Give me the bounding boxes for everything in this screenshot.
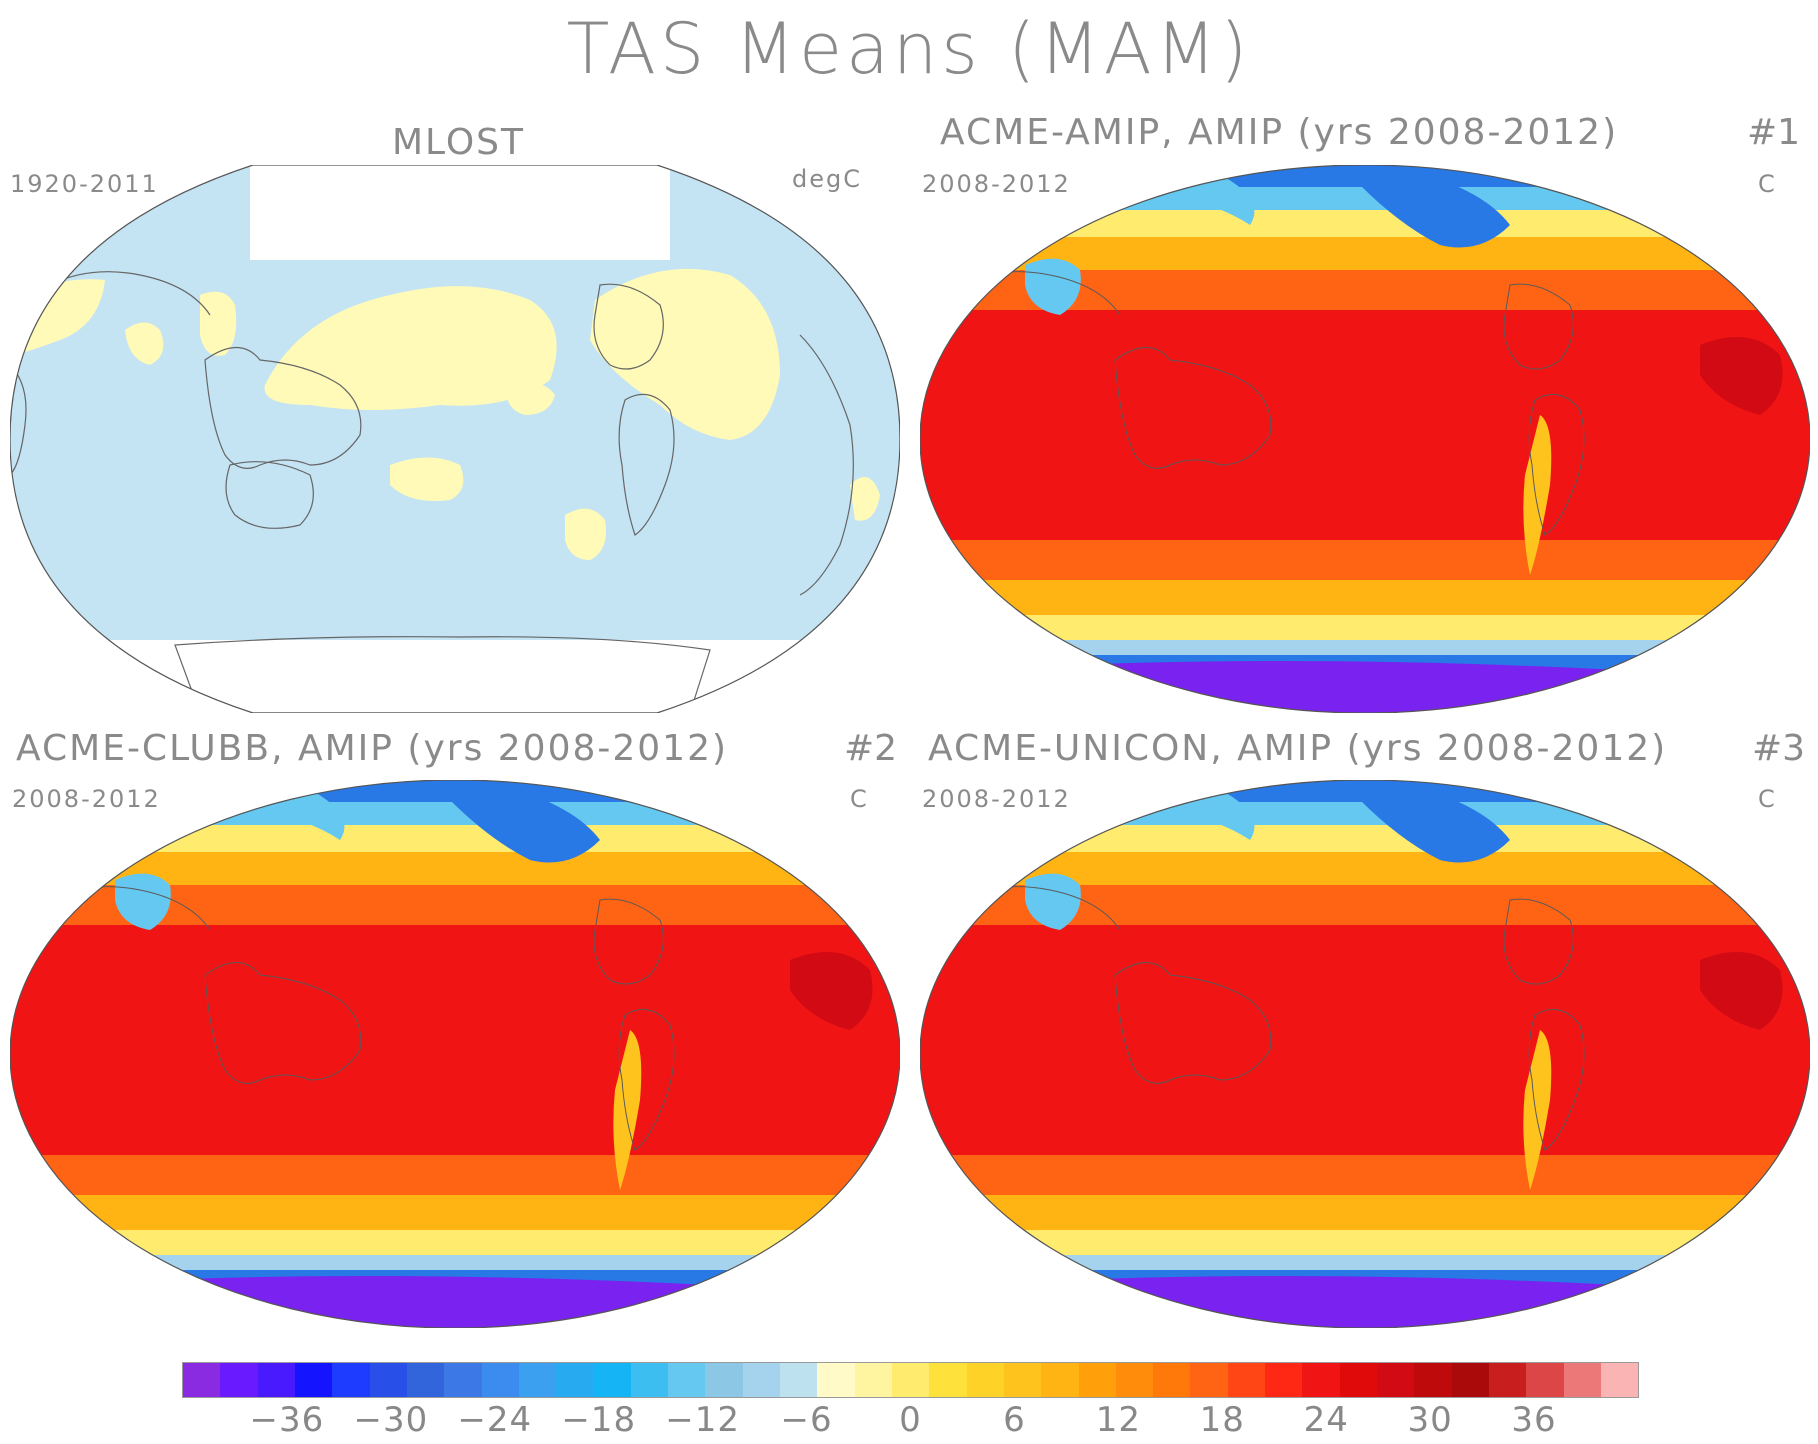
colorbar-swatch [854, 1363, 892, 1397]
colorbar-tick-label: −12 [665, 1400, 741, 1440]
colorbar-swatch [481, 1363, 519, 1397]
panel-left-label-acme-amip: 2008-2012 [922, 170, 1071, 198]
colorbar-swatch [593, 1363, 631, 1397]
map-outline-mlost [10, 165, 900, 713]
colorbar-tick-label: 18 [1199, 1400, 1245, 1440]
colorbar [182, 1362, 1639, 1398]
colorbar-swatch [1563, 1363, 1601, 1397]
mlost-positive-anomaly [125, 322, 164, 365]
colorbar-swatch [891, 1363, 930, 1397]
colorbar-swatch [929, 1363, 967, 1397]
panel-right-label-mlost: degC [792, 165, 862, 193]
colorbar-swatch [1302, 1363, 1340, 1397]
colorbar-swatch [1265, 1363, 1303, 1397]
colorbar-swatch [1153, 1363, 1191, 1397]
colorbar-tick-label: −6 [780, 1400, 833, 1440]
colorbar-swatch [1377, 1363, 1415, 1397]
colorbar-tick-label: −30 [353, 1400, 429, 1440]
colorbar-swatch [1227, 1363, 1266, 1397]
mlost-positive-anomaly [264, 286, 557, 410]
colorbar-swatch [294, 1363, 333, 1397]
panel-title-mlost: MLOST [392, 122, 526, 163]
mlost-positive-anomaly [390, 457, 464, 501]
colorbar-tick-label: 0 [899, 1400, 922, 1440]
colorbar-swatch [966, 1363, 1004, 1397]
colorbar-swatch [257, 1363, 295, 1397]
panel-title-acme-clubb: ACME-CLUBB, AMIP (yrs 2008-2012) [16, 728, 729, 769]
colorbar-tick-label: −36 [249, 1400, 325, 1440]
mlost-positive-anomaly [590, 268, 780, 440]
colorbar-swatch [406, 1363, 445, 1397]
mlost-positive-anomaly [505, 381, 555, 415]
panel-number-acme-amip: #1 [1747, 112, 1801, 153]
colorbar-tick-label: −24 [457, 1400, 533, 1440]
colorbar-swatch [1488, 1363, 1527, 1397]
panel-number-acme-unicon: #3 [1752, 728, 1806, 769]
colorbar-swatch [1190, 1363, 1228, 1397]
colorbar-tick-label: 30 [1407, 1400, 1453, 1440]
colorbar-swatch [1451, 1363, 1489, 1397]
colorbar-swatch [1414, 1363, 1452, 1397]
colorbar-swatch [220, 1363, 258, 1397]
colorbar-swatch [630, 1363, 669, 1397]
colorbar-swatch [556, 1363, 594, 1397]
panel-left-label-acme-unicon: 2008-2012 [922, 785, 1071, 813]
mlost-missing-antarctic [10, 640, 900, 713]
map-mlost [10, 165, 900, 713]
panel-right-label-acme-amip: C [1758, 170, 1777, 198]
colorbar-swatch [1003, 1363, 1042, 1397]
figure-title: TAS Means (MAM) [566, 8, 1252, 90]
colorbar-swatch [1600, 1363, 1639, 1397]
coastlines-mlost [10, 271, 854, 713]
colorbar-swatch [1115, 1363, 1154, 1397]
panel-right-label-acme-unicon: C [1758, 785, 1777, 813]
colorbar-swatch [444, 1363, 482, 1397]
colorbar-swatch [1041, 1363, 1079, 1397]
map-acme-clubb [10, 780, 900, 1328]
mlost-missing-north [250, 165, 670, 260]
colorbar-swatch [369, 1363, 407, 1397]
map-acme-unicon [920, 780, 1810, 1328]
colorbar-tick-label: 12 [1095, 1400, 1141, 1440]
colorbar-tick-label: −18 [561, 1400, 637, 1440]
colorbar-tick-label: 24 [1303, 1400, 1349, 1440]
colorbar-swatch [1078, 1363, 1116, 1397]
panel-left-label-mlost: 1920-2011 [10, 170, 159, 198]
colorbar-tick-label: 36 [1511, 1400, 1557, 1440]
mlost-positive-anomaly [565, 508, 606, 560]
panel-right-label-acme-clubb: C [850, 785, 869, 813]
map-acme-amip [920, 165, 1810, 713]
mlost-positive-anomaly [850, 477, 880, 521]
colorbar-swatch [742, 1363, 780, 1397]
colorbar-swatch [668, 1363, 706, 1397]
panel-number-acme-clubb: #2 [844, 728, 898, 769]
panel-title-acme-unicon: ACME-UNICON, AMIP (yrs 2008-2012) [928, 728, 1668, 769]
colorbar-tick-label: 6 [1003, 1400, 1026, 1440]
mlost-positive-anomaly [200, 291, 237, 356]
colorbar-swatch [183, 1363, 221, 1397]
colorbar-swatch [332, 1363, 370, 1397]
colorbar-swatch [1526, 1363, 1564, 1397]
colorbar-swatch [518, 1363, 557, 1397]
panel-left-label-acme-clubb: 2008-2012 [12, 785, 161, 813]
panel-title-acme-amip: ACME-AMIP, AMIP (yrs 2008-2012) [940, 112, 1619, 153]
colorbar-swatch [780, 1363, 818, 1397]
colorbar-swatch [817, 1363, 855, 1397]
colorbar-swatch [705, 1363, 743, 1397]
colorbar-swatch [1339, 1363, 1377, 1397]
